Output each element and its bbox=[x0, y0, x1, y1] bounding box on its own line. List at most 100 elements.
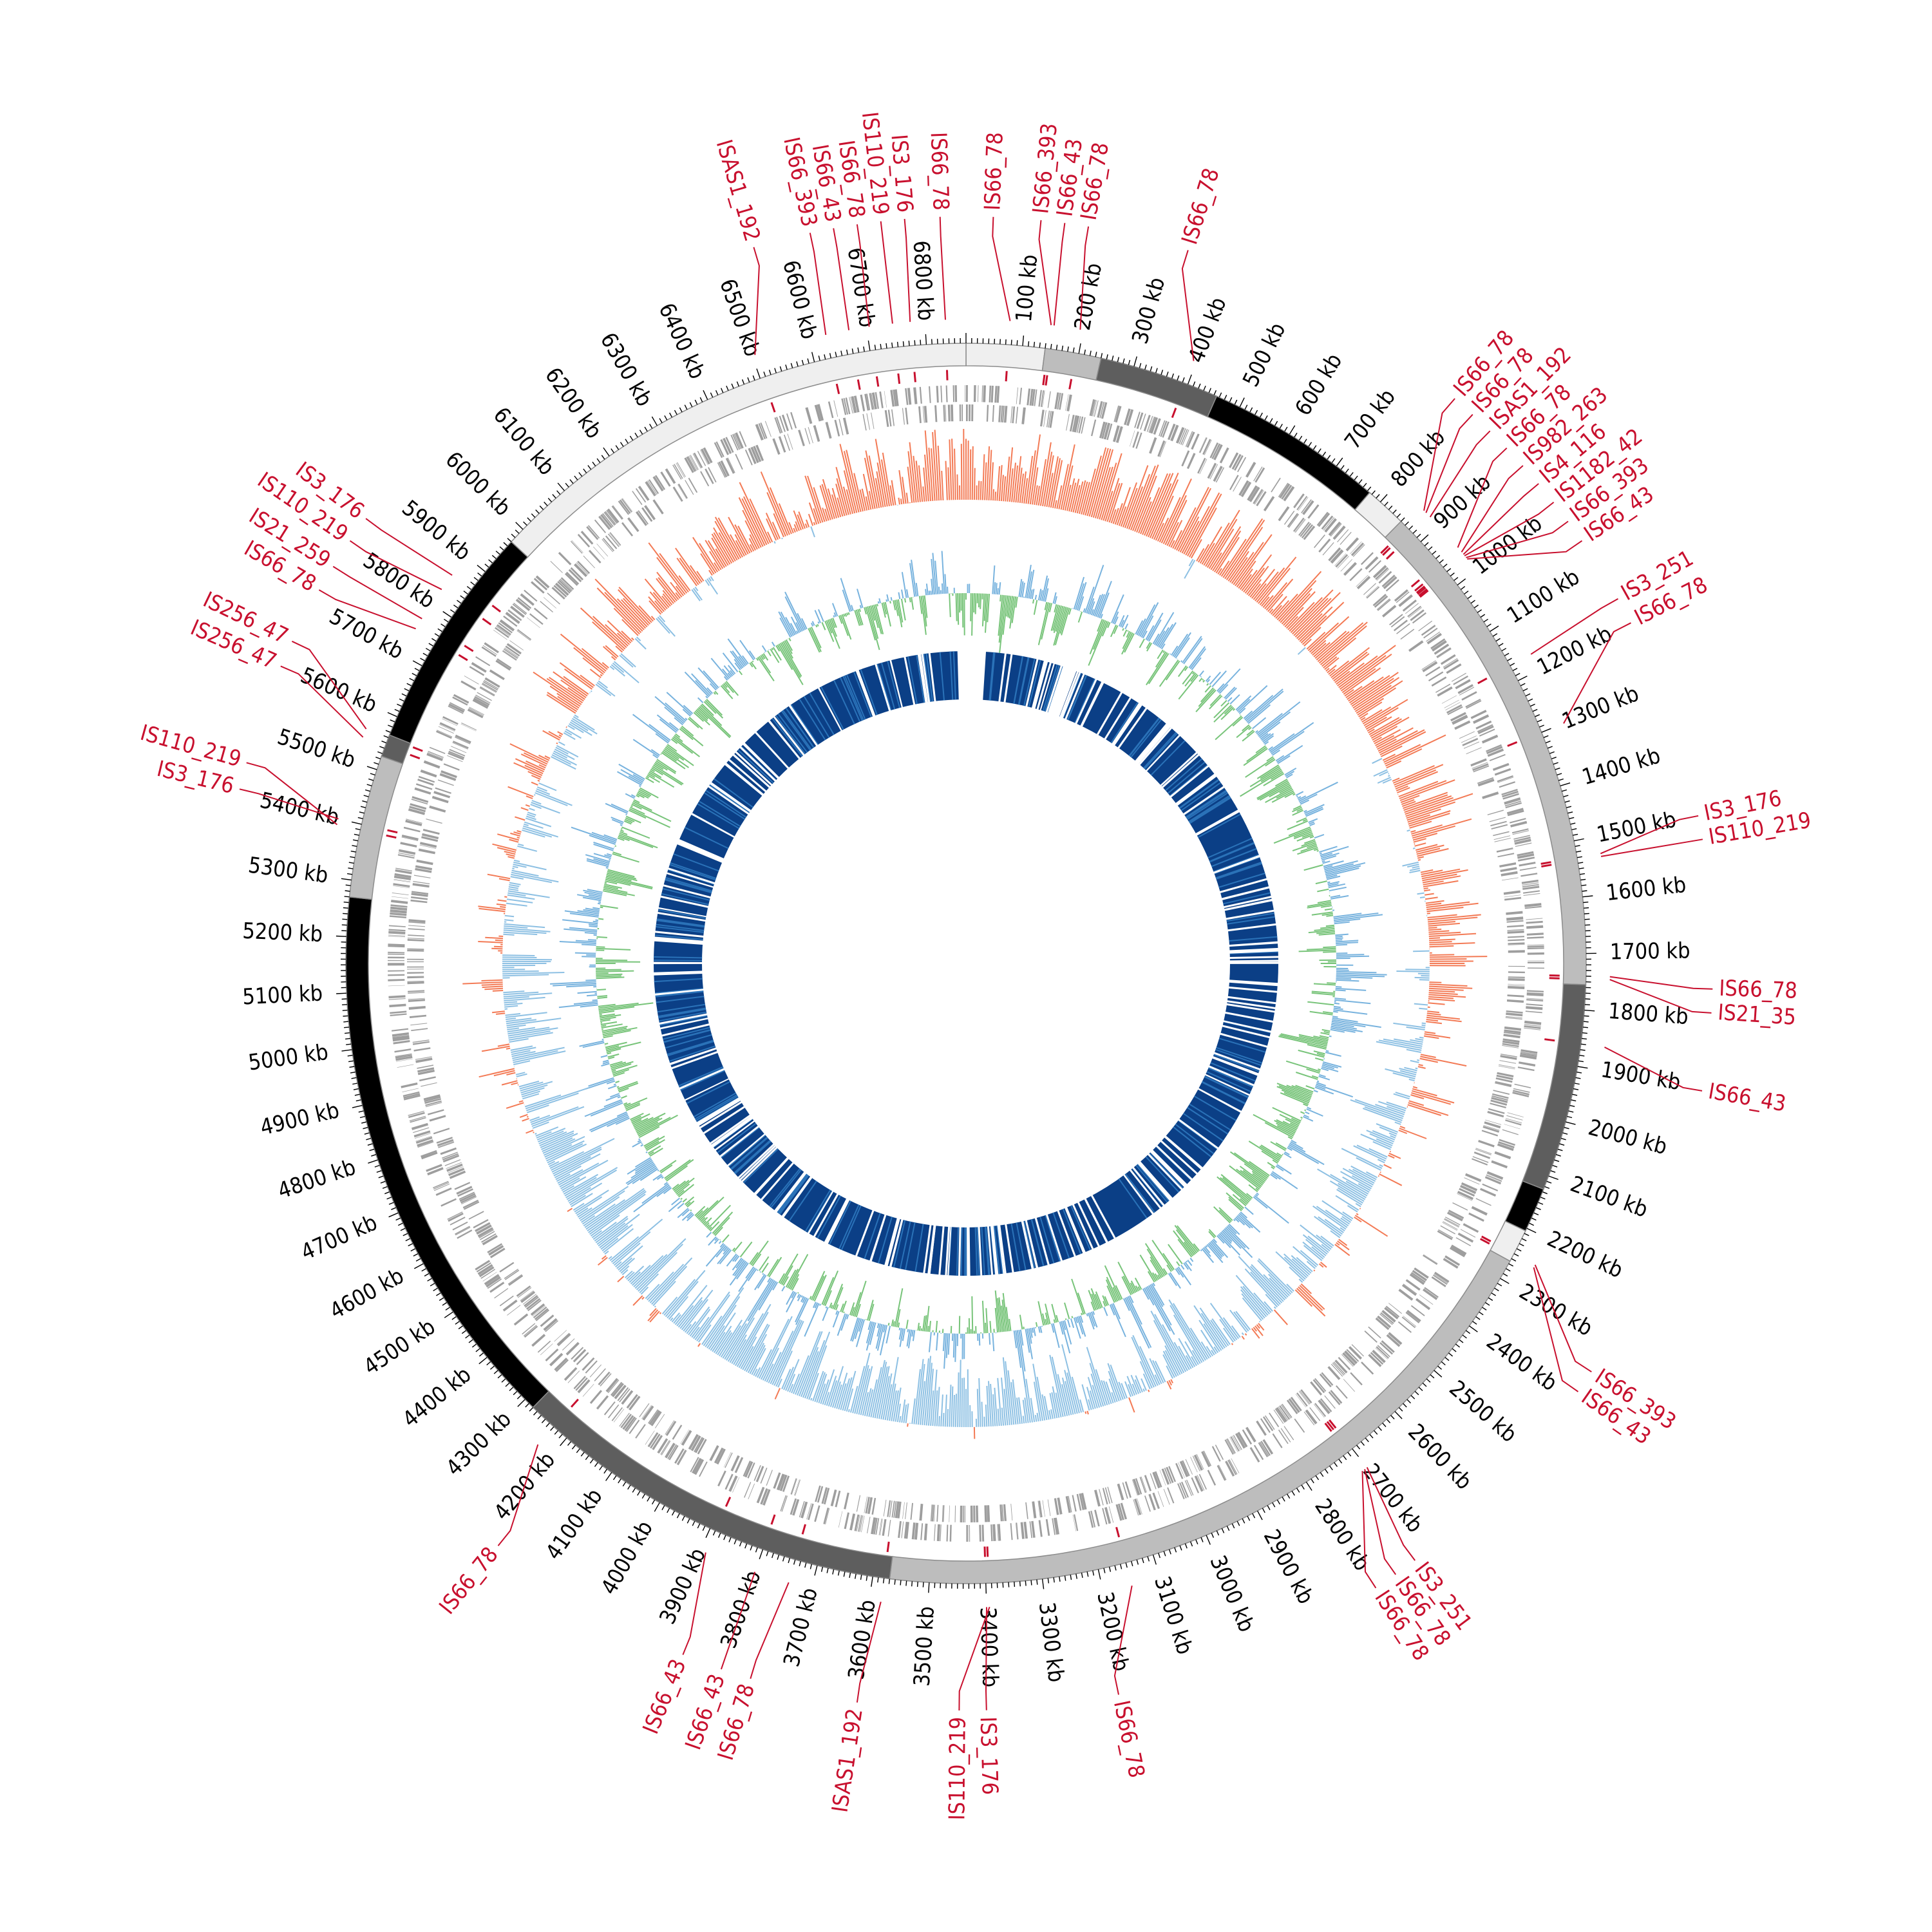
is-element-label: IS66_78 bbox=[1108, 1698, 1150, 1780]
inner-band-gap bbox=[665, 872, 715, 889]
inner-band-gap bbox=[957, 650, 966, 701]
is-leader-line bbox=[1609, 976, 1713, 990]
is-element-marks-track bbox=[386, 370, 1560, 1557]
tick-marks bbox=[336, 333, 1596, 1594]
is-element-label: IS3_176 bbox=[975, 1716, 1003, 1795]
scale-label: 2300 kb bbox=[1515, 1278, 1597, 1341]
scale-label: 3400 kb bbox=[975, 1607, 1003, 1688]
scale-label: 4000 kb bbox=[596, 1517, 658, 1599]
is-element-label: IS66_78 bbox=[925, 131, 954, 211]
gc-skew-negative bbox=[502, 500, 1430, 1428]
inner-band-gap bbox=[653, 938, 705, 945]
gene-blocks bbox=[388, 385, 1544, 1542]
is-leader-line bbox=[365, 518, 453, 576]
inner-band-gap bbox=[1211, 1056, 1260, 1077]
is-leader-line bbox=[1467, 540, 1583, 560]
gc-skew-track bbox=[462, 428, 1488, 1439]
inner-band-gap bbox=[807, 1189, 835, 1235]
is-leader-line bbox=[497, 1444, 539, 1546]
is-leader-line bbox=[682, 1552, 706, 1655]
is-element-marks bbox=[386, 370, 1560, 1557]
is-leader-line bbox=[318, 589, 416, 630]
inner-band-gap bbox=[652, 961, 704, 965]
is-leader-line bbox=[1429, 430, 1491, 518]
scale-label: 3200 kb bbox=[1092, 1589, 1134, 1673]
is-element-label: IS21_35 bbox=[1717, 999, 1797, 1030]
is-leader-line bbox=[750, 1582, 790, 1679]
is-leader-line bbox=[833, 228, 850, 330]
scale-label: 3900 kb bbox=[654, 1544, 711, 1628]
scale-label: 2100 kb bbox=[1567, 1171, 1651, 1223]
scale-label: 1400 kb bbox=[1579, 743, 1663, 790]
is-leader-line bbox=[1366, 1466, 1416, 1561]
scale-label: 1100 kb bbox=[1502, 564, 1584, 629]
is-element-label: IS66_78 bbox=[434, 1542, 503, 1620]
is-leader-line bbox=[1534, 1264, 1592, 1373]
inner-band-gap bbox=[657, 907, 708, 918]
is-element-label: ISAS1_192 bbox=[827, 1707, 867, 1814]
is-leader-line bbox=[958, 1606, 990, 1711]
scale-label: 1900 kb bbox=[1599, 1057, 1683, 1095]
inner-band-gap bbox=[1163, 1135, 1204, 1171]
is-leader-line bbox=[280, 665, 364, 738]
is-leader-line bbox=[1609, 979, 1712, 1014]
scale-label: 2200 kb bbox=[1543, 1226, 1627, 1283]
is-leader-line bbox=[291, 640, 367, 730]
is-leader-line bbox=[1053, 223, 1066, 326]
is-leader-line bbox=[1530, 598, 1618, 655]
scale-label: 6800 kb bbox=[908, 240, 939, 321]
is-leader-line bbox=[856, 1601, 882, 1703]
is-leader-line bbox=[1113, 1586, 1133, 1695]
is-leader-line bbox=[1079, 226, 1090, 330]
scale-label: 3300 kb bbox=[1034, 1601, 1069, 1684]
inner-band-gap bbox=[1137, 1160, 1174, 1201]
is-leader-line bbox=[1364, 1469, 1397, 1575]
is-element-label: IS66_78 bbox=[1177, 165, 1224, 247]
inner-band-gap bbox=[947, 1226, 952, 1277]
scale-label: 3500 kb bbox=[909, 1605, 940, 1687]
is-element-label: IS66_78 bbox=[1719, 976, 1798, 1004]
scale-label: 2000 kb bbox=[1586, 1115, 1670, 1160]
gc-content-high bbox=[550, 551, 1387, 1388]
scale-label: 2900 kb bbox=[1258, 1526, 1319, 1609]
is-leader-line bbox=[992, 216, 1011, 321]
is-element-label: IS66_43 bbox=[1707, 1078, 1788, 1117]
is-element-label: IS3_176 bbox=[886, 133, 918, 213]
is-leader-line bbox=[332, 565, 422, 620]
scale-label: 2600 kb bbox=[1403, 1419, 1477, 1495]
is-leader-line bbox=[1466, 520, 1569, 558]
inner-band-gap bbox=[1111, 702, 1143, 747]
is-leader-line bbox=[880, 221, 893, 324]
scale-label: 5800 kb bbox=[358, 547, 439, 614]
inner-band-gap bbox=[869, 1213, 887, 1263]
inner-band-gap bbox=[1025, 1218, 1039, 1269]
is-leader-line bbox=[904, 218, 911, 322]
scale-label: 700 kb bbox=[1340, 384, 1401, 454]
inner-band-gap bbox=[696, 1097, 741, 1126]
inner-band-gap bbox=[714, 1119, 756, 1151]
is-element-label: IS110_219 bbox=[944, 1717, 971, 1821]
scale-label: 6600 kb bbox=[777, 258, 822, 342]
scale-label: 1600 kb bbox=[1605, 872, 1687, 906]
is-leader-line bbox=[720, 1571, 756, 1670]
scale-label: 6100 kb bbox=[488, 402, 560, 480]
is-leader-line bbox=[1425, 413, 1473, 513]
is-leader-line bbox=[1533, 1267, 1579, 1392]
scale-label: 5400 kb bbox=[258, 788, 341, 831]
scale-label: 3800 kb bbox=[715, 1567, 766, 1652]
is-element-label: IS66_43 bbox=[638, 1656, 692, 1738]
inner-band-gap bbox=[917, 653, 929, 704]
scale-label: 4500 kb bbox=[359, 1314, 440, 1380]
inner-band-gap bbox=[1134, 722, 1171, 765]
ideogram-segment bbox=[510, 343, 967, 558]
scale-label: 500 kb bbox=[1238, 319, 1291, 391]
gc-content-track bbox=[550, 551, 1387, 1388]
scale-label: 800 kb bbox=[1386, 424, 1450, 492]
inner-band-gap bbox=[742, 742, 781, 780]
scale-label: 5900 kb bbox=[397, 495, 475, 566]
is-leader-line bbox=[1563, 622, 1631, 724]
gc-skew-positive bbox=[462, 428, 1488, 1439]
scale-label: 5200 kb bbox=[242, 918, 323, 947]
inner-band-gap bbox=[1195, 810, 1241, 837]
